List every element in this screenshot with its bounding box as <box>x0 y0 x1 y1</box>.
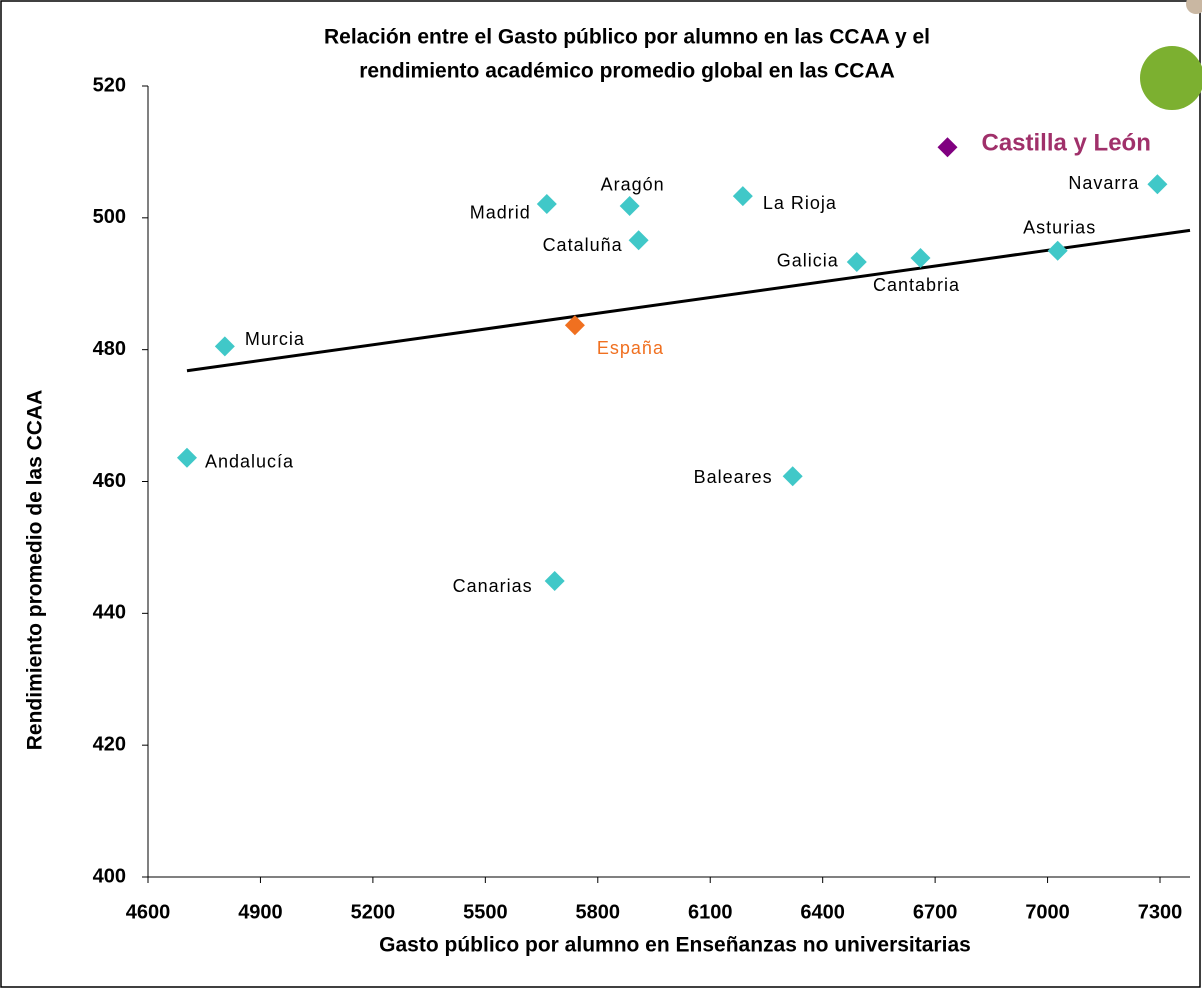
x-tick-label: 4600 <box>126 901 171 923</box>
point <box>628 230 649 251</box>
x-axis-title: Gasto público por alumno en Enseñanzas n… <box>379 934 971 957</box>
point-label: España <box>597 338 664 358</box>
x-tick-label: 7300 <box>1138 901 1183 923</box>
point-label: Asturias <box>1023 218 1096 238</box>
point-label: Cantabria <box>873 275 960 295</box>
x-tick-label: 5200 <box>351 901 396 923</box>
x-tick-label: 5800 <box>576 901 621 923</box>
logo-detail <box>1186 0 1202 14</box>
y-tick-label: 460 <box>93 470 126 492</box>
x-tick-label: 7000 <box>1025 901 1070 923</box>
point <box>536 193 557 214</box>
point <box>176 447 197 468</box>
point <box>782 466 803 487</box>
point <box>544 571 565 592</box>
point <box>732 186 753 207</box>
point <box>619 195 640 216</box>
chart-title: Relación entre el Gasto público por alum… <box>324 26 930 49</box>
trendline <box>186 228 1191 373</box>
y-tick-label: 520 <box>93 74 126 96</box>
y-tick-label: 500 <box>93 206 126 228</box>
x-tick-label: 6400 <box>800 901 845 923</box>
y-tick-label: 400 <box>93 865 126 887</box>
point-label: Castilla y León <box>981 130 1150 157</box>
point-label: Andalucía <box>205 452 294 472</box>
point <box>937 137 958 158</box>
point-label: Canarias <box>453 576 533 596</box>
point-label: Cataluña <box>543 235 623 255</box>
point <box>1047 240 1068 261</box>
point-label: La Rioja <box>763 193 837 213</box>
point-label: Baleares <box>694 467 773 487</box>
point <box>1147 174 1168 195</box>
x-tick-label: 6700 <box>913 901 958 923</box>
point <box>564 315 585 336</box>
y-tick-label: 480 <box>93 338 126 360</box>
x-tick-label: 5500 <box>463 901 508 923</box>
y-tick-label: 420 <box>93 733 126 755</box>
x-tick-label: 6100 <box>688 901 733 923</box>
y-tick-label: 440 <box>93 602 126 624</box>
chart-title: rendimiento académico promedio global en… <box>359 60 895 83</box>
point-label: Navarra <box>1068 173 1139 193</box>
point-label: Madrid <box>470 203 531 223</box>
point <box>846 251 867 272</box>
point-label: Aragón <box>601 175 665 195</box>
point-label: Murcia <box>245 329 305 349</box>
logo <box>1140 46 1202 110</box>
x-tick-label: 4900 <box>238 901 283 923</box>
point <box>910 248 931 269</box>
point-label: Galicia <box>777 251 839 271</box>
y-axis-title: Rendimiento promedio de las CCAA <box>24 390 47 751</box>
point <box>214 336 235 357</box>
